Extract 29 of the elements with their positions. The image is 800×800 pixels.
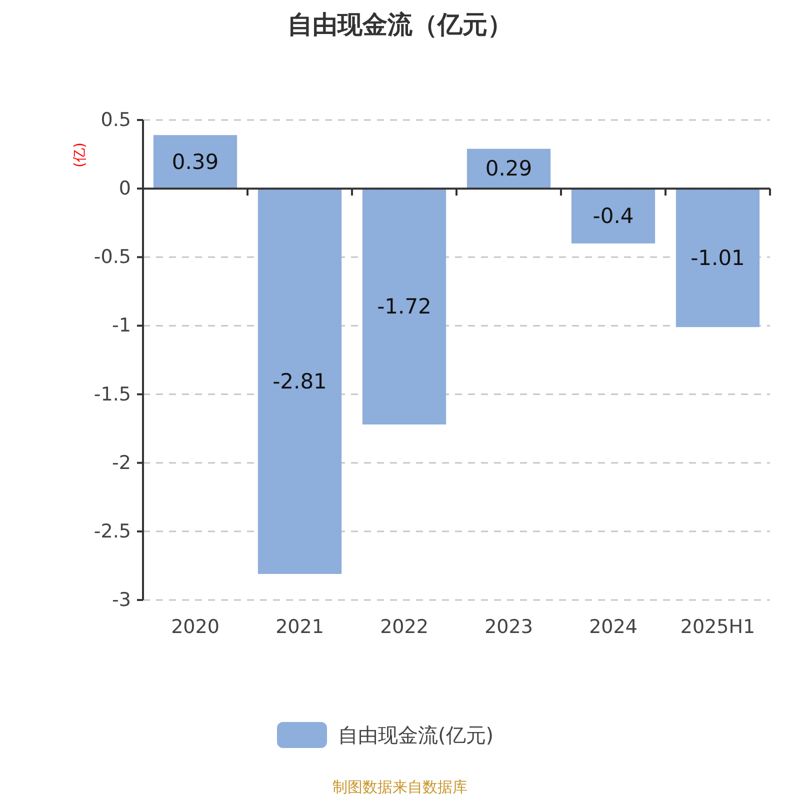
- legend-label: 自由现金流(亿元): [338, 723, 494, 747]
- x-tick-label: 2021: [276, 616, 324, 638]
- y-tick-label: -2: [112, 452, 131, 474]
- bar: [362, 188, 446, 424]
- y-tick-label: -1.5: [94, 383, 131, 406]
- x-tick-label: 2023: [484, 616, 533, 638]
- y-axis-title: (亿): [72, 142, 88, 168]
- y-tick-label: -0.5: [94, 246, 131, 268]
- y-tick-label: -2.5: [94, 520, 131, 542]
- x-tick-label: 2024: [589, 616, 638, 638]
- x-tick-label: 2025H1: [680, 616, 756, 638]
- data-label: 0.29: [485, 156, 532, 181]
- data-label: -1.01: [690, 246, 745, 270]
- y-tick-label: -3: [112, 589, 131, 611]
- x-tick-label: 2020: [171, 616, 220, 638]
- bar: [571, 188, 656, 244]
- y-tick-label: -1: [112, 314, 131, 337]
- chart-title: 自由现金流（亿元）: [288, 10, 512, 39]
- bar: [258, 188, 342, 574]
- data-label: -2.81: [272, 369, 327, 394]
- y-tick-label: 0.5: [100, 109, 131, 131]
- data-label: -1.72: [377, 294, 432, 319]
- bar: [153, 135, 238, 189]
- x-tick-label: 2022: [380, 616, 428, 638]
- text: 制图数据来自数据库: [332, 778, 468, 796]
- bar: [676, 188, 760, 328]
- data-label: 0.39: [172, 150, 219, 174]
- y-tick-label: 0: [118, 178, 131, 200]
- data-label: -0.4: [592, 204, 634, 228]
